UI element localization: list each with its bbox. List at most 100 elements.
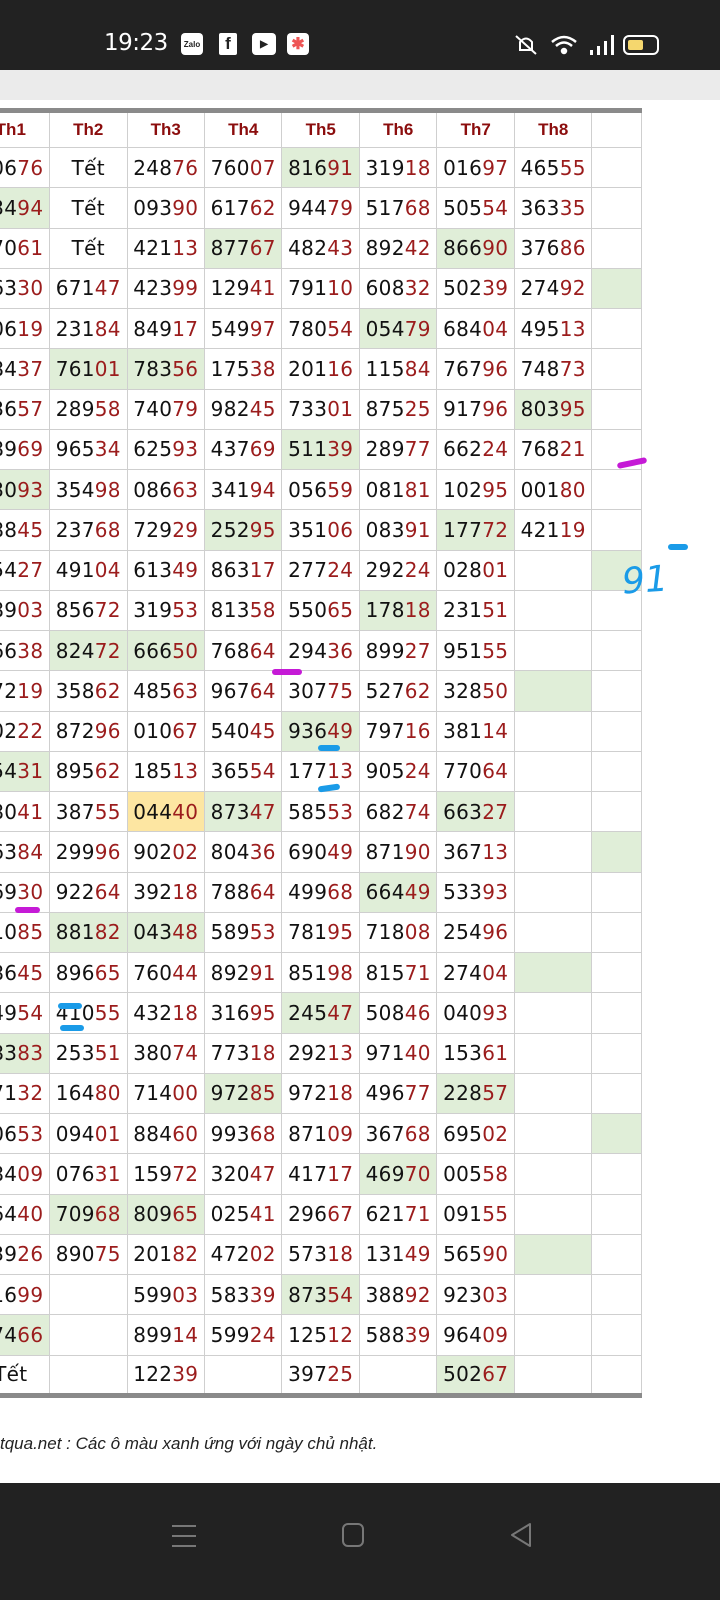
number-tail: 68 bbox=[249, 1121, 276, 1146]
table-cell: 86317 bbox=[203, 549, 283, 591]
number-tail: 59 bbox=[327, 477, 354, 502]
header-th5: Th5 bbox=[281, 110, 360, 148]
number-head: 376 bbox=[520, 236, 560, 261]
number-tail: 34 bbox=[94, 437, 121, 462]
table-cell: 22857 bbox=[436, 1072, 515, 1115]
table-cell: 69502 bbox=[436, 1112, 515, 1155]
number-tail: 96 bbox=[94, 839, 121, 864]
table-cell: 52762 bbox=[358, 670, 438, 712]
number-head: 292 bbox=[288, 1041, 328, 1066]
back-icon[interactable] bbox=[508, 1521, 534, 1549]
table-row: 74954410554321831695245475084604093 bbox=[0, 992, 642, 1034]
table-cell: 96764 bbox=[203, 670, 283, 712]
number-head: 354 bbox=[55, 477, 95, 502]
table-cell: 08391 bbox=[358, 509, 438, 551]
table-cell: 17713 bbox=[281, 750, 360, 793]
table-cell: 24876 bbox=[126, 146, 206, 189]
table-cell: 00558 bbox=[436, 1153, 515, 1195]
table-cell bbox=[591, 187, 642, 229]
number-tail: 41 bbox=[249, 276, 276, 301]
number-tail: 01 bbox=[94, 356, 121, 381]
table-cell: 71808 bbox=[358, 911, 438, 954]
table-cell: 50267 bbox=[436, 1354, 515, 1396]
number-tail: 62 bbox=[94, 759, 121, 784]
table-cell: 16480 bbox=[49, 1072, 128, 1115]
number-head: 880 bbox=[0, 799, 18, 824]
signal-icon bbox=[590, 35, 614, 55]
number-head: 248 bbox=[133, 155, 173, 180]
number-head: 485 bbox=[133, 678, 173, 703]
number-head: 388 bbox=[365, 1282, 405, 1307]
table-cell: 66327 bbox=[436, 790, 515, 833]
number-tail: 69 bbox=[17, 437, 44, 462]
table-cell: 12239 bbox=[126, 1354, 206, 1396]
number-head: 116 bbox=[0, 1282, 18, 1307]
table-cell: 20116 bbox=[281, 348, 360, 390]
table-row: 98409076311597232047417174697000558 bbox=[0, 1153, 642, 1195]
table-cell: 74079 bbox=[126, 388, 206, 430]
number-head: 025 bbox=[210, 1202, 250, 1227]
number-head: 984 bbox=[0, 356, 18, 381]
number-tail: 53 bbox=[327, 799, 354, 824]
table-cell: 76796 bbox=[436, 348, 515, 390]
table-cell: 36768 bbox=[358, 1112, 438, 1155]
number-tail: 74 bbox=[172, 1041, 199, 1066]
table-cell: 46970 bbox=[358, 1153, 438, 1195]
table-cell bbox=[49, 1354, 128, 1396]
menu-icon[interactable] bbox=[170, 1523, 198, 1549]
table-cell: 05659 bbox=[281, 468, 360, 511]
number-head: 367 bbox=[365, 1121, 405, 1146]
number-tail: 96 bbox=[482, 356, 509, 381]
number-tail: 54 bbox=[249, 759, 276, 784]
table-cell bbox=[591, 509, 642, 551]
table-cell bbox=[49, 1314, 128, 1356]
facebook-icon: f bbox=[219, 33, 237, 55]
number-head: 341 bbox=[210, 477, 250, 502]
number-head: 091 bbox=[443, 1202, 483, 1227]
number-tail: 17 bbox=[249, 558, 276, 583]
table-cell: 10676 bbox=[0, 146, 51, 189]
table-cell: 61349 bbox=[126, 549, 206, 591]
number-head: 783 bbox=[133, 356, 173, 381]
number-tail: 79 bbox=[404, 316, 431, 341]
number-tail: 12 bbox=[327, 1322, 354, 1347]
number-tail: 02 bbox=[482, 1121, 509, 1146]
table-cell: 28977 bbox=[358, 428, 438, 471]
number-head: 965 bbox=[55, 437, 95, 462]
number-tail: 17 bbox=[327, 1161, 354, 1186]
number-tail: 24 bbox=[404, 558, 431, 583]
number-tail: 27 bbox=[17, 558, 44, 583]
table-cell: 11699 bbox=[0, 1273, 51, 1316]
number-tail: 65 bbox=[94, 960, 121, 985]
home-icon[interactable] bbox=[340, 1521, 366, 1549]
number-head: 289 bbox=[55, 397, 95, 422]
number-head: 791 bbox=[288, 276, 328, 301]
number-tail: 16 bbox=[404, 719, 431, 744]
number-tail: 40 bbox=[404, 1041, 431, 1066]
number-head: 896 bbox=[55, 960, 95, 985]
table-cell: 20222 bbox=[0, 710, 51, 752]
number-head: 871 bbox=[365, 839, 405, 864]
table-cell: 88041 bbox=[0, 790, 51, 833]
annotation-mark bbox=[60, 1025, 84, 1031]
number-head: 081 bbox=[365, 477, 405, 502]
number-head: 370 bbox=[0, 236, 18, 261]
number-tail: 63 bbox=[172, 477, 199, 502]
table-cell: 51139 bbox=[281, 428, 360, 471]
table-cell: 39725 bbox=[281, 1354, 360, 1396]
table-cell: 81691 bbox=[281, 146, 360, 189]
number-tail: 82 bbox=[172, 1242, 199, 1267]
number-tail: 62 bbox=[94, 678, 121, 703]
number-head: 934 bbox=[0, 195, 18, 220]
number-tail: 18 bbox=[327, 1242, 354, 1267]
number-tail: 81 bbox=[404, 477, 431, 502]
number-head: 294 bbox=[288, 638, 328, 663]
table-cell: 13149 bbox=[358, 1233, 438, 1276]
number-tail: 97 bbox=[482, 155, 509, 180]
table-cell: 76101 bbox=[49, 348, 128, 390]
table-row: 76930922643921878864499686644953393 bbox=[0, 871, 642, 913]
number-tail: 29 bbox=[172, 517, 199, 542]
table-cell: 12512 bbox=[281, 1314, 360, 1356]
number-head: 381 bbox=[443, 719, 483, 744]
